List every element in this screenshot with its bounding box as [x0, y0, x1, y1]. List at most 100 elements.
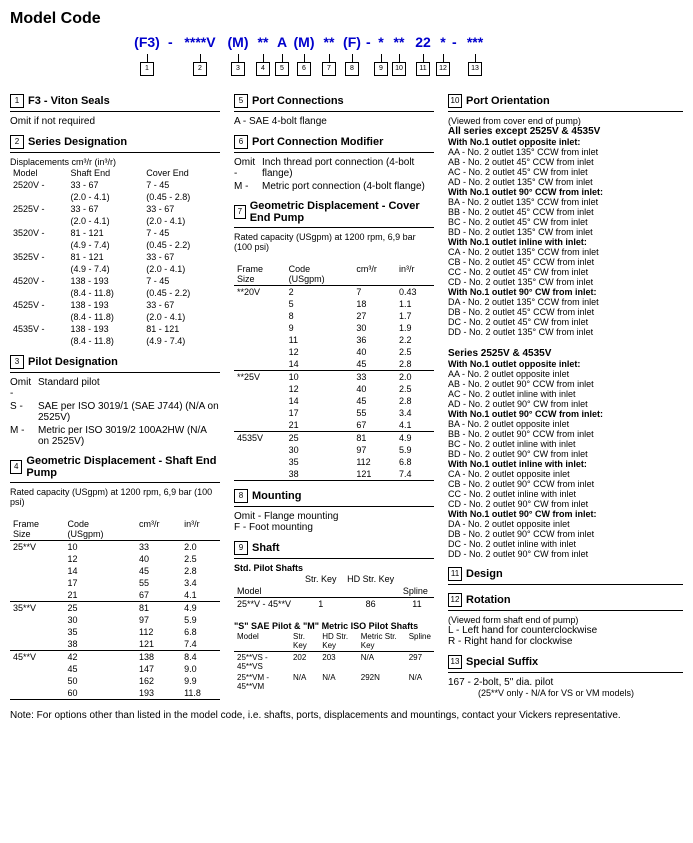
displacement-table: FrameSizeCode(USgpm)cm³/rin³/r25**V10332…: [10, 518, 220, 700]
header-cell: Code(USgpm): [286, 263, 354, 286]
cell: 12: [286, 346, 354, 358]
cell: [234, 334, 286, 346]
text: Displacements cm³/r (in³/r): [10, 157, 220, 167]
orientation-item: CA - No. 2 outlet opposite inlet: [448, 469, 683, 479]
cell: 2.8: [396, 395, 434, 407]
cell: 121: [353, 468, 396, 481]
cell: 33 - 67: [143, 203, 220, 215]
orientation-item: DC - No. 2 outlet 45° CW from inlet: [448, 317, 683, 327]
code-segment: (M): [292, 34, 316, 50]
cell: [10, 675, 64, 687]
section-title: Port Connections: [252, 95, 344, 107]
code-box: 1: [140, 62, 154, 76]
header-cell: Code(USgpm): [64, 518, 136, 541]
cell: 81: [136, 602, 181, 615]
cell: 33 - 67: [143, 299, 220, 311]
page-title: Model Code: [10, 10, 683, 28]
cell: (4.9 - 7.4): [68, 239, 144, 251]
section-title: Special Suffix: [466, 656, 538, 668]
code-box: 6: [297, 62, 311, 76]
orientation-item: BC - No. 2 outlet 45° CW from inlet: [448, 217, 683, 227]
key: M -: [234, 181, 258, 192]
cell: 81 - 121: [68, 227, 144, 239]
cell: 21: [286, 419, 354, 432]
header-cell: cm³/r: [353, 263, 396, 286]
cell: 25: [286, 432, 354, 445]
code-box: 10: [392, 62, 406, 76]
cell: [10, 553, 64, 565]
cell: 2.8: [181, 565, 220, 577]
code-box: 7: [322, 62, 336, 76]
code-segment: -: [168, 34, 174, 50]
cell: 33 - 67: [68, 203, 144, 215]
numbox-7: 7: [234, 205, 246, 219]
cell: 35: [64, 626, 136, 638]
cell: 138 - 193: [68, 323, 144, 335]
cell: 30: [286, 444, 354, 456]
cell: 5: [286, 298, 354, 310]
text: (25**V only - N/A for VS or VM models): [448, 688, 683, 698]
group-head: With No.1 outlet opposite inlet:: [448, 137, 683, 147]
cell: 1.1: [396, 298, 434, 310]
cell: [10, 565, 64, 577]
header-cell: FrameSize: [234, 263, 286, 286]
numbox-13: 13: [448, 655, 462, 669]
column-2: 5Port Connections A - SAE 4-bolt flange …: [234, 86, 434, 700]
group-head: With No.1 outlet inline with inlet:: [448, 459, 683, 469]
cell: (0.45 - 2.2): [143, 287, 220, 299]
cell: 7 - 45: [143, 227, 220, 239]
cell: 3520V -: [10, 227, 68, 239]
cell: 81: [353, 432, 396, 445]
cell: 2.5: [396, 346, 434, 358]
subhead: All series except 2525V & 4535V: [448, 126, 683, 137]
cell: 81 - 121: [143, 323, 220, 335]
cell: 50: [64, 675, 136, 687]
cell: (2.0 - 4.1): [68, 215, 144, 227]
cell: [10, 614, 64, 626]
cell: 5.9: [396, 444, 434, 456]
cell: 12: [64, 553, 136, 565]
orientation-item: BA - No. 2 outlet 135° CCW from inlet: [448, 197, 683, 207]
cell: [234, 310, 286, 322]
cell: 35**V: [10, 602, 64, 615]
cell: 1.9: [396, 322, 434, 334]
cell: 42: [64, 651, 136, 664]
header-cell: in³/r: [396, 263, 434, 286]
section-title: Mounting: [252, 490, 301, 502]
cell: (8.4 - 11.8): [68, 287, 144, 299]
orientation-item: CC - No. 2 outlet inline with inlet: [448, 489, 683, 499]
section-title: Design: [466, 568, 503, 580]
cell: 112: [136, 626, 181, 638]
orientation-item: AD - No. 2 outlet 135° CW from inlet: [448, 177, 683, 187]
cell: 55: [136, 577, 181, 589]
orientation-item: DD - No. 2 outlet 135° CW from inlet: [448, 327, 683, 337]
cell: 2.2: [396, 334, 434, 346]
cell: 138: [136, 651, 181, 664]
group-head: With No.1 outlet 90° CCW from inlet:: [448, 409, 683, 419]
section-title: Geometric Displacement - Shaft End Pump: [26, 455, 220, 479]
cell: 4525V -: [10, 299, 68, 311]
key: Omit -: [10, 377, 34, 399]
code-segment: (F): [342, 34, 362, 50]
cell: **20V: [234, 286, 286, 299]
cell: 2520V -: [10, 179, 68, 191]
orientation-item: BD - No. 2 outlet 90° CW from inlet: [448, 449, 683, 459]
text: 167 - 2-bolt, 5" dia. pilot: [448, 677, 683, 688]
cell: 30: [64, 614, 136, 626]
cell: 40: [353, 346, 396, 358]
cell: 14: [64, 565, 136, 577]
code-box: 4: [256, 62, 270, 76]
subhead: "S" SAE Pilot & "M" Metric ISO Pilot Sha…: [234, 621, 434, 631]
code-box: 12: [436, 62, 450, 76]
text: Inch thread port connection (4-bolt flan…: [262, 157, 434, 179]
orientation-item: BD - No. 2 outlet 135° CW from inlet: [448, 227, 683, 237]
cell: 14: [286, 358, 354, 371]
cell: [10, 663, 64, 675]
cell: 36: [353, 334, 396, 346]
code-segment: ***: [462, 34, 488, 50]
code-segment: -: [366, 34, 372, 50]
numbox-3: 3: [10, 355, 24, 369]
cell: 27: [353, 310, 396, 322]
cell: 67: [136, 589, 181, 602]
code-segment: ****V: [178, 34, 222, 50]
